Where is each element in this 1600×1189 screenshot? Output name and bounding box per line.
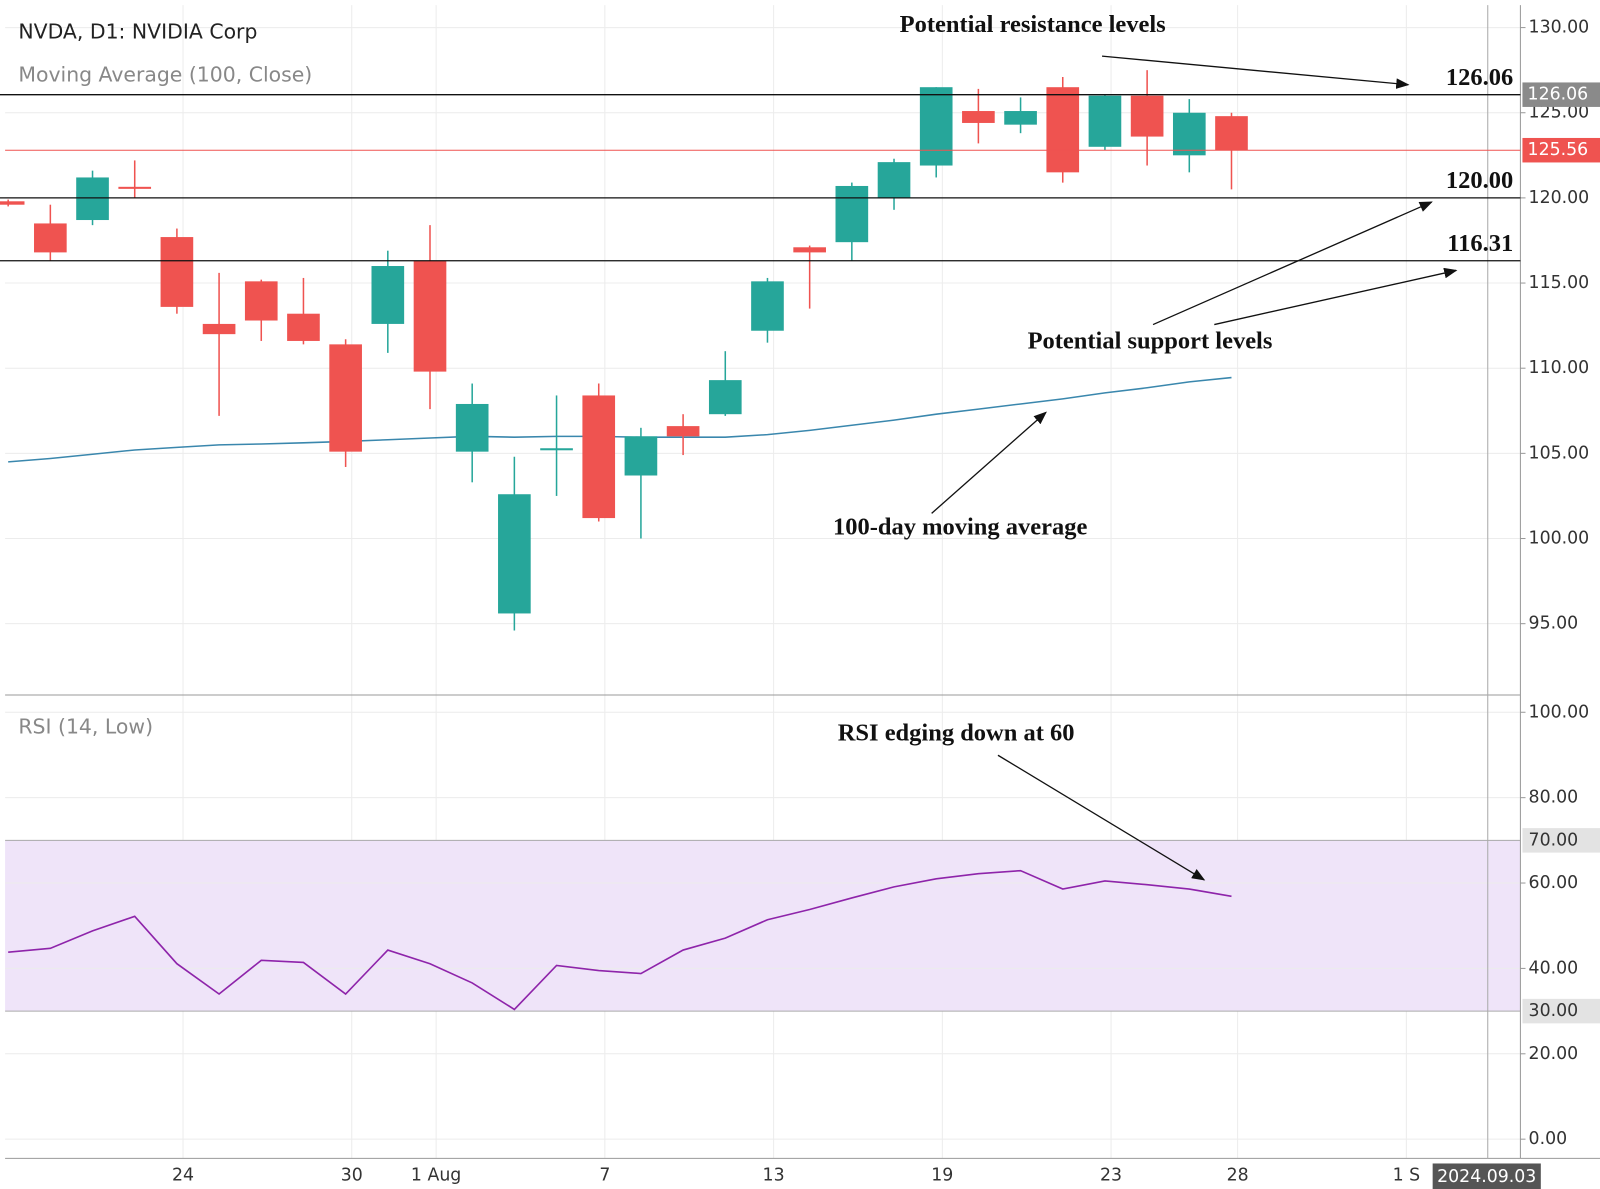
- candle-body: [877, 162, 911, 198]
- y-tick-label: 95.00: [1529, 614, 1579, 634]
- annotation: 100-day moving average: [833, 513, 1087, 540]
- candle-body: [835, 185, 869, 243]
- rsi-band: [5, 840, 1521, 1012]
- crosshair-badge: [1432, 1163, 1541, 1189]
- candle-body: [1004, 111, 1037, 125]
- candle-body: [118, 186, 152, 189]
- x-tick-label: 1 S: [1393, 1166, 1421, 1186]
- candle-body: [76, 177, 109, 221]
- band-badge: [1522, 998, 1600, 1024]
- band-label: 70.00: [1529, 830, 1579, 850]
- x-tick-label: 19: [931, 1166, 953, 1186]
- candle-body: [666, 426, 700, 437]
- y-tick-label: 120.00: [1529, 188, 1590, 208]
- level-badge-label: 126.06: [1528, 85, 1589, 105]
- x-tick-label: 23: [1100, 1166, 1122, 1186]
- candle-body: [582, 395, 616, 519]
- candle-body: [1046, 87, 1080, 173]
- rsi-line: [8, 869, 1232, 1011]
- level-label: 126.06: [1446, 64, 1513, 91]
- candle-body: [624, 436, 658, 476]
- arrow: [1152, 201, 1433, 326]
- y-tick-label: 115.00: [1529, 273, 1590, 293]
- band-badge: [1522, 828, 1600, 853]
- candle-body: [1088, 95, 1122, 147]
- x-tick-label: 7: [599, 1166, 610, 1186]
- annotation: Potential support levels: [1028, 328, 1273, 355]
- candle-body: [1215, 116, 1248, 151]
- y-tick-label: 40.00: [1529, 958, 1579, 978]
- annotation: Potential resistance levels: [900, 11, 1166, 38]
- candle-body: [160, 237, 194, 307]
- candle-body: [540, 448, 573, 451]
- rsi-title: RSI (14, Low): [18, 715, 153, 739]
- candle-body: [793, 247, 826, 253]
- x-tick-label: 24: [172, 1166, 194, 1186]
- arrow: [1214, 267, 1458, 326]
- y-tick-label: 0.00: [1529, 1129, 1568, 1149]
- candle-body: [413, 260, 447, 372]
- candle-body: [0, 201, 25, 205]
- chart-title: NVDA, D1: NVIDIA Corp: [18, 20, 257, 44]
- x-tick-label: 28: [1227, 1166, 1249, 1186]
- candle-body: [498, 494, 531, 614]
- candle-body: [34, 223, 67, 253]
- candle-body: [371, 266, 405, 324]
- candle-body: [455, 403, 489, 452]
- candle-body: [244, 281, 278, 321]
- crosshair-date: 2024.09.03: [1437, 1167, 1536, 1187]
- y-tick-label: 20.00: [1529, 1044, 1579, 1064]
- annotation: RSI edging down at 60: [838, 719, 1075, 746]
- candle-body: [202, 323, 236, 335]
- y-tick-label: 110.00: [1529, 358, 1590, 378]
- level-label: 116.31: [1447, 230, 1513, 257]
- level-label: 120.00: [1446, 167, 1513, 194]
- level-badge: [1522, 82, 1600, 107]
- ma-legend: Moving Average (100, Close): [18, 63, 312, 87]
- candle-body: [287, 313, 320, 341]
- last-price-badge: [1522, 137, 1600, 163]
- candle-body: [962, 111, 995, 123]
- x-tick-label: 1 Aug: [411, 1166, 461, 1186]
- x-tick-label: 30: [341, 1166, 363, 1186]
- y-tick-label: 100.00: [1529, 529, 1590, 549]
- last-price-label: 125.56: [1528, 140, 1589, 160]
- arrow: [1101, 55, 1410, 89]
- candle-body: [329, 344, 362, 452]
- y-tick-label: 105.00: [1529, 443, 1590, 463]
- y-tick-label: 80.00: [1529, 788, 1579, 808]
- candle-body: [919, 87, 953, 166]
- candle-body: [751, 281, 784, 331]
- arrow: [997, 754, 1206, 881]
- x-tick-label: 13: [763, 1166, 785, 1186]
- moving-average-line: [8, 376, 1232, 463]
- band-label: 30.00: [1529, 1001, 1579, 1021]
- candle-body: [708, 380, 742, 415]
- candle-body: [1172, 112, 1206, 156]
- arrow: [931, 411, 1047, 514]
- y-tick-label: 130.00: [1529, 18, 1590, 38]
- y-tick-label: 60.00: [1529, 873, 1579, 893]
- y-tick-label: 125.00: [1529, 103, 1590, 123]
- candle-body: [1130, 95, 1164, 137]
- y-tick-label: 100.00: [1529, 702, 1590, 722]
